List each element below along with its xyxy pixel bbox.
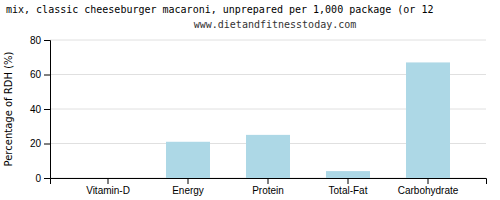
x-tick-mark	[268, 178, 269, 184]
subtitle: www.dietandfitnesstoday.com	[194, 19, 357, 30]
bar	[326, 171, 370, 178]
y-tick-mark	[44, 178, 50, 179]
bar	[406, 62, 450, 178]
x-axis-line	[51, 179, 487, 185]
x-tick-label: Energy	[172, 185, 204, 196]
y-tick: 20	[30, 138, 50, 149]
y-tick: 40	[30, 104, 50, 115]
y-tick-mark	[44, 109, 50, 110]
y-axis-title: Percentage of RDH (%)	[3, 51, 14, 166]
plot: 0 20 40 60 80 Vitamin-D Energy Protein Total-Fat…	[30, 35, 487, 196]
x-tick-mark	[108, 178, 109, 184]
y-tick-label: 40	[30, 104, 42, 115]
x-tick-label: Carbohydrate	[398, 185, 459, 196]
y-tick: 0	[35, 173, 50, 184]
y-tick-label: 0	[35, 173, 41, 184]
y-tick-mark	[44, 75, 50, 76]
x-tick-mark	[188, 178, 189, 184]
x-tick-label: Protein	[252, 185, 284, 196]
x-tick: Carbohydrate	[398, 178, 459, 196]
y-tick-mark	[44, 144, 50, 145]
chart-container: mix, classic cheeseburger macaroni, unpr…	[0, 0, 500, 200]
y-tick-label: 60	[30, 69, 42, 80]
x-tick: Protein	[252, 178, 284, 196]
bar	[86, 178, 130, 179]
y-axis-line	[44, 41, 51, 179]
x-axis: Vitamin-D Energy Protein Total-Fat Carbohydr…	[51, 178, 487, 196]
x-tick-label: Total-Fat	[329, 185, 368, 196]
bar	[166, 142, 210, 178]
y-axis: 0 20 40 60 80	[30, 35, 51, 184]
x-tick-mark	[428, 178, 429, 184]
bars	[166, 62, 450, 178]
x-tick-label: Vitamin-D	[86, 185, 130, 196]
chart: mix, classic cheeseburger macaroni, unpr…	[0, 0, 500, 200]
x-tick: Energy	[172, 178, 204, 196]
y-tick-mark	[44, 40, 50, 41]
y-tick-label: 20	[30, 138, 42, 149]
x-tick-mark	[348, 178, 349, 184]
y-tick: 80	[30, 35, 50, 46]
x-tick: Total-Fat	[329, 178, 368, 196]
bar	[246, 135, 290, 178]
grid-line	[50, 40, 486, 41]
y-tick-label: 80	[30, 35, 42, 46]
grid	[50, 40, 486, 178]
title: mix, classic cheeseburger macaroni, unpr…	[6, 4, 433, 15]
x-tick: Vitamin-D	[86, 178, 130, 196]
y-tick: 60	[30, 69, 50, 80]
